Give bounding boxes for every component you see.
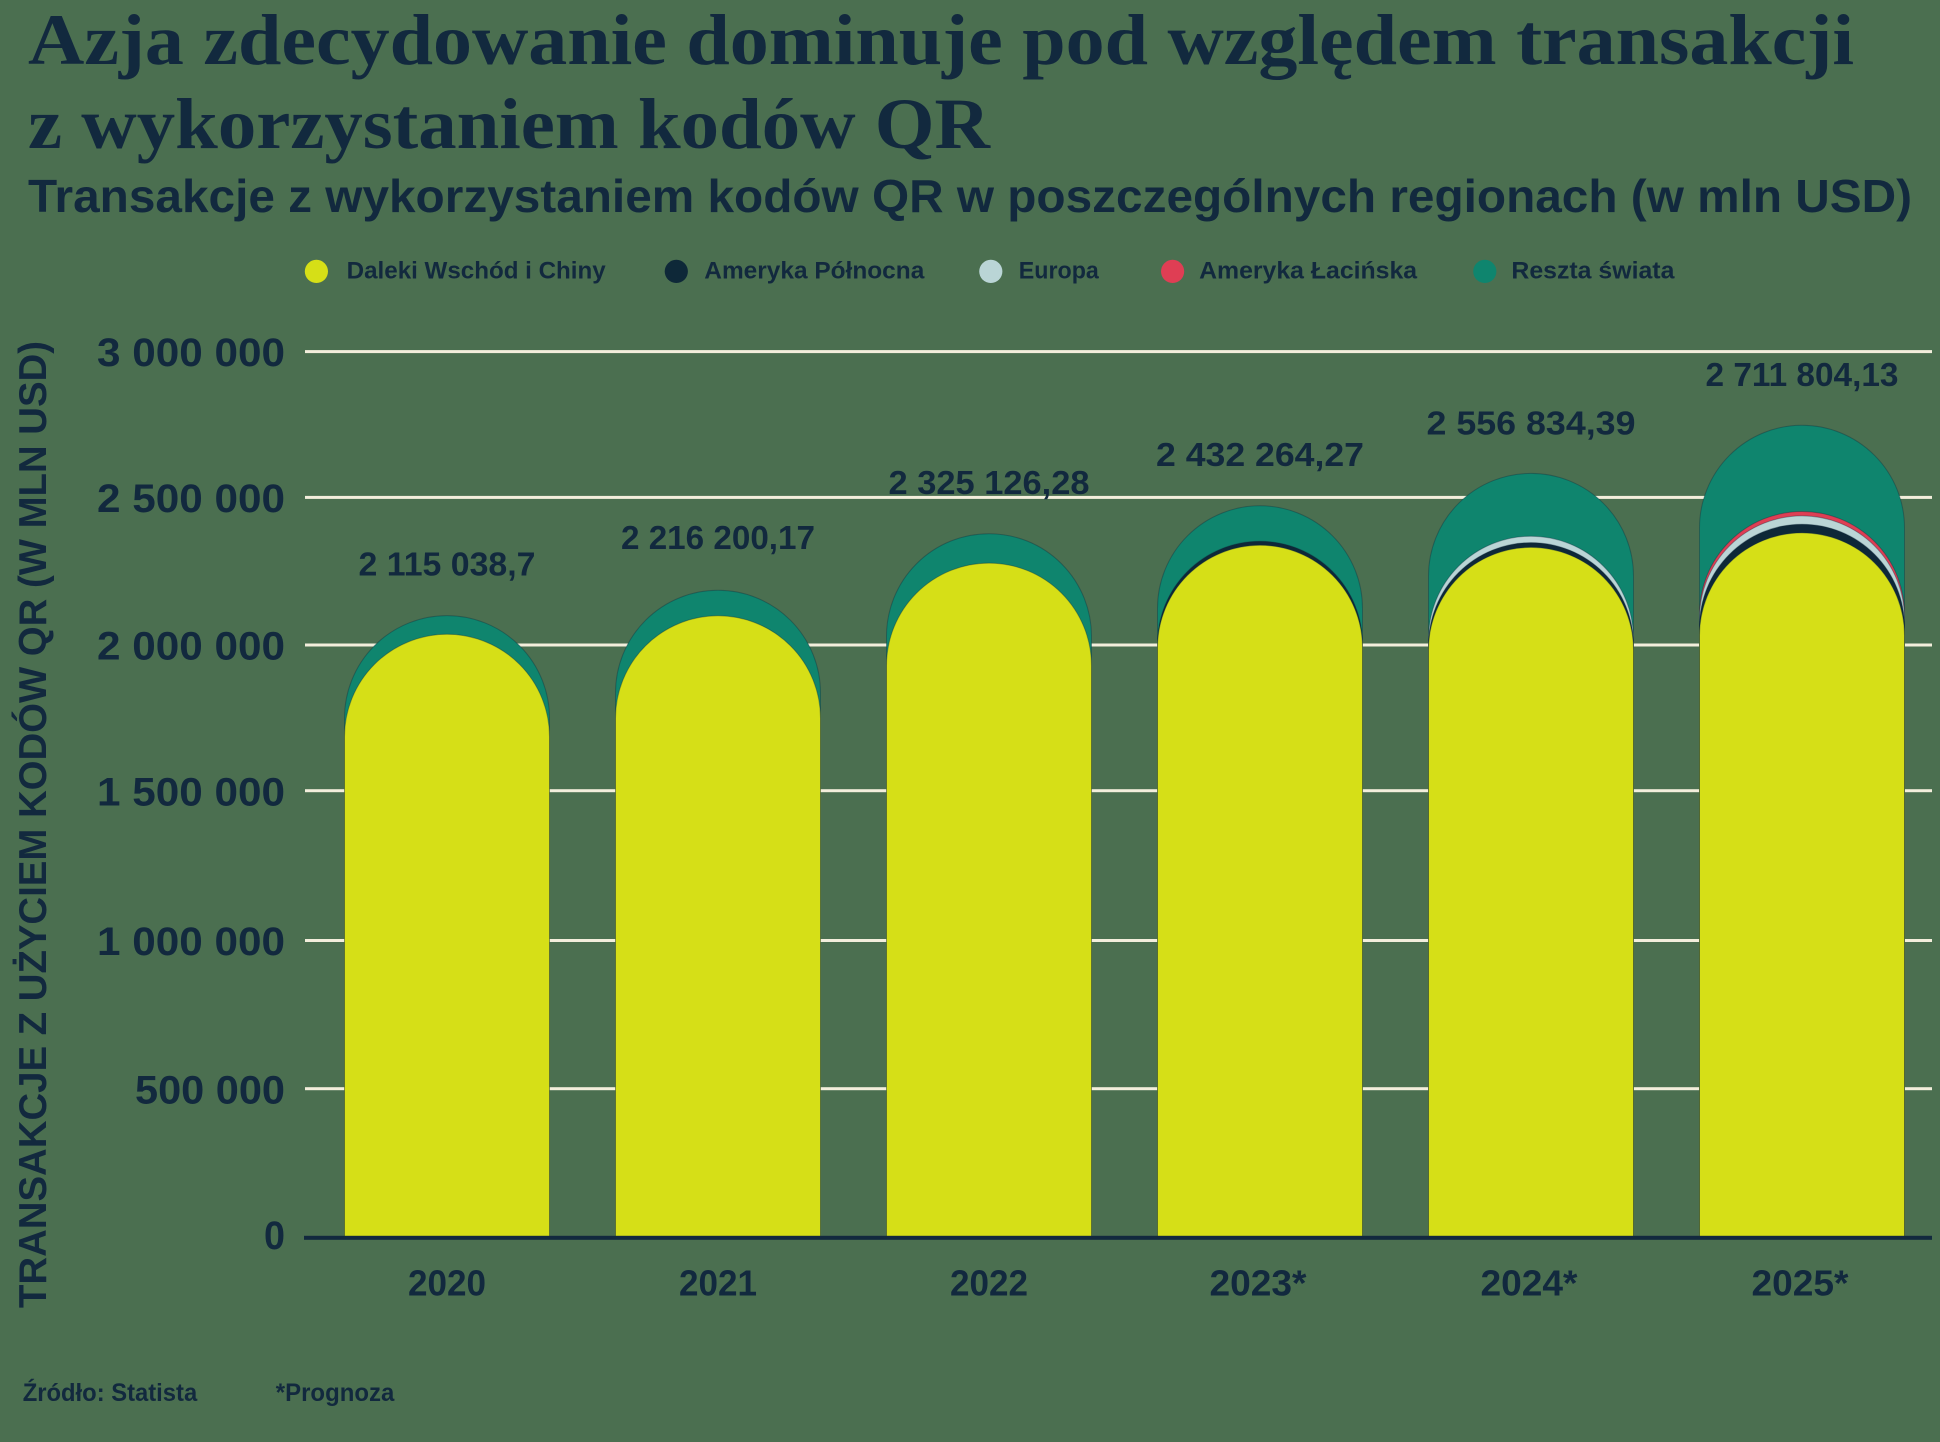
- svg-text:1 000 000: 1 000 000: [97, 920, 285, 964]
- svg-text:2 000 000: 2 000 000: [97, 625, 285, 669]
- svg-text:Azja zdecydowanie dominuje pod: Azja zdecydowanie dominuje pod względem …: [28, 0, 1854, 80]
- svg-text:Reszta świata: Reszta świata: [1511, 257, 1675, 284]
- svg-text:z wykorzystaniem kodów QR: z wykorzystaniem kodów QR: [28, 84, 991, 164]
- svg-text:3 000 000: 3 000 000: [97, 331, 285, 375]
- svg-text:2 115 038,7: 2 115 038,7: [359, 546, 536, 583]
- svg-text:2023*: 2023*: [1210, 1263, 1307, 1304]
- svg-text:2 556 834,39: 2 556 834,39: [1427, 404, 1636, 441]
- svg-text:2025*: 2025*: [1752, 1263, 1849, 1304]
- svg-text:Źródło: Statista: Źródło: Statista: [23, 1378, 199, 1407]
- svg-text:0: 0: [264, 1214, 285, 1258]
- svg-text:2 325 126,28: 2 325 126,28: [889, 464, 1090, 501]
- svg-text:Ameryka Północna: Ameryka Północna: [704, 257, 925, 284]
- svg-text:2022: 2022: [950, 1263, 1028, 1304]
- svg-text:2024*: 2024*: [1481, 1263, 1578, 1304]
- svg-text:2 500 000: 2 500 000: [97, 477, 285, 521]
- svg-text:2 432 264,27: 2 432 264,27: [1156, 436, 1364, 473]
- svg-text:Europa: Europa: [1019, 257, 1100, 284]
- svg-text:2 216 200,17: 2 216 200,17: [621, 519, 815, 556]
- svg-text:Daleki Wschód i Chiny: Daleki Wschód i Chiny: [347, 257, 607, 284]
- svg-text:TRANSAKCJE Z UŻYCIEM KODÓW QR: TRANSAKCJE Z UŻYCIEM KODÓW QR (W MLN USD…: [11, 341, 55, 1308]
- svg-text:2021: 2021: [679, 1263, 757, 1304]
- svg-text:2 711 804,13: 2 711 804,13: [1706, 356, 1899, 393]
- svg-text:Ameryka Łacińska: Ameryka Łacińska: [1199, 257, 1418, 284]
- svg-text:500 000: 500 000: [135, 1068, 285, 1112]
- svg-text:*Prognoza: *Prognoza: [276, 1379, 396, 1407]
- svg-text:2020: 2020: [408, 1263, 486, 1304]
- svg-text:Transakcje z wykorzystaniem ko: Transakcje z wykorzystaniem kodów QR w p…: [28, 170, 1912, 222]
- svg-text:1 500 000: 1 500 000: [97, 770, 285, 814]
